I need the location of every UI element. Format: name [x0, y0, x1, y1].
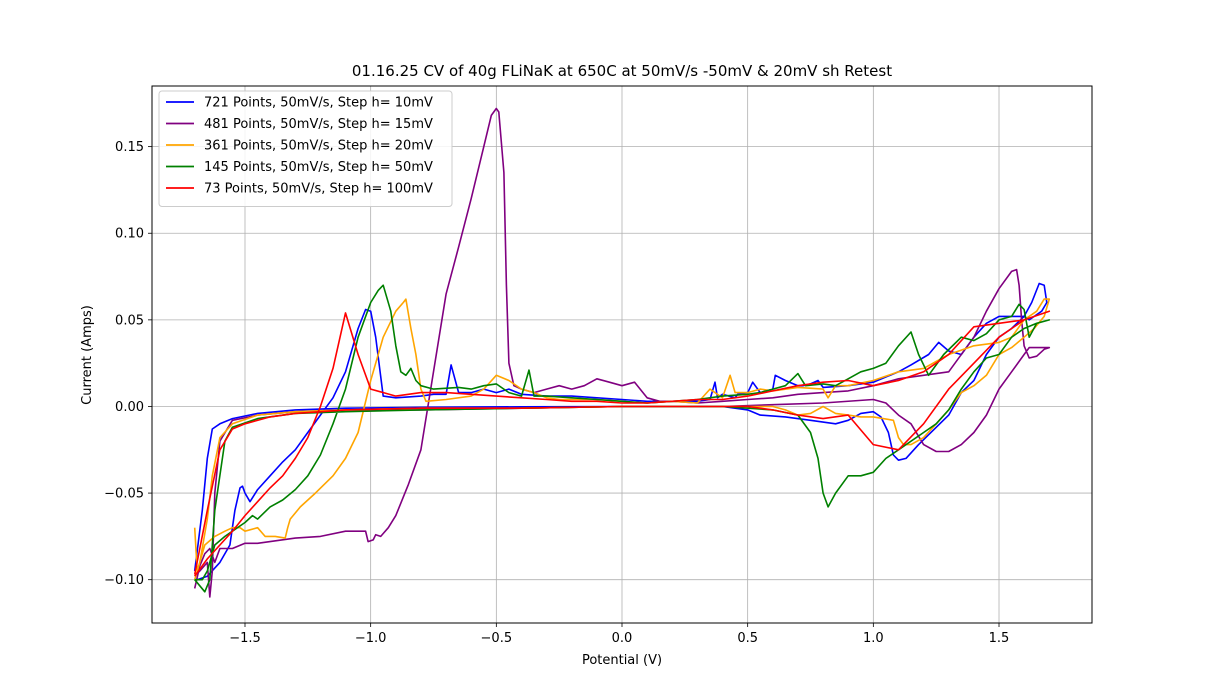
chart-title: 01.16.25 CV of 40g FLiNaK at 650C at 50m…: [352, 62, 892, 80]
legend: 721 Points, 50mV/s, Step h= 10mV 481 Poin…: [158, 90, 453, 207]
legend-label-3: 361 Points, 50mV/s, Step h= 20mV: [204, 139, 433, 154]
x-tick-label: −0.5: [481, 631, 513, 646]
axis-ticks: −1.5 −1.0 −0.5 0.0 0.5 1.0 1.5 −0.10 −0.05 0.00 0.…: [104, 140, 1009, 646]
series-line-4: [194, 284, 1051, 593]
y-tick-label: −0.10: [104, 573, 144, 588]
y-axis-label: Current (Amps): [80, 305, 95, 405]
x-tick-label: −1.0: [355, 631, 387, 646]
series-line-3: [193, 298, 1051, 580]
legend-label-1: 721 Points, 50mV/s, Step h= 10mV: [204, 96, 433, 111]
y-tick-label: 0.05: [115, 313, 144, 328]
x-axis-label: Potential (V): [582, 653, 662, 668]
legend-label-2: 481 Points, 50mV/s, Step h= 15mV: [204, 117, 433, 132]
x-tick-label: 0.0: [612, 631, 633, 646]
y-tick-label: 0.10: [115, 227, 144, 242]
y-tick-label: −0.05: [104, 487, 144, 502]
legend-label-4: 145 Points, 50mV/s, Step h= 50mV: [204, 160, 433, 175]
series-line-5: [193, 310, 1051, 577]
legend-label-5: 73 Points, 50mV/s, Step h= 100mV: [204, 182, 433, 197]
x-tick-label: 1.5: [989, 631, 1010, 646]
x-tick-label: 0.5: [737, 631, 758, 646]
y-tick-label: 0.00: [115, 400, 144, 415]
x-tick-label: −1.5: [229, 631, 261, 646]
y-tick-label: 0.15: [115, 140, 144, 155]
legend-box: [158, 90, 453, 207]
series-line-2: [193, 107, 1051, 598]
x-tick-label: 1.0: [863, 631, 884, 646]
plot-series: [193, 107, 1051, 598]
